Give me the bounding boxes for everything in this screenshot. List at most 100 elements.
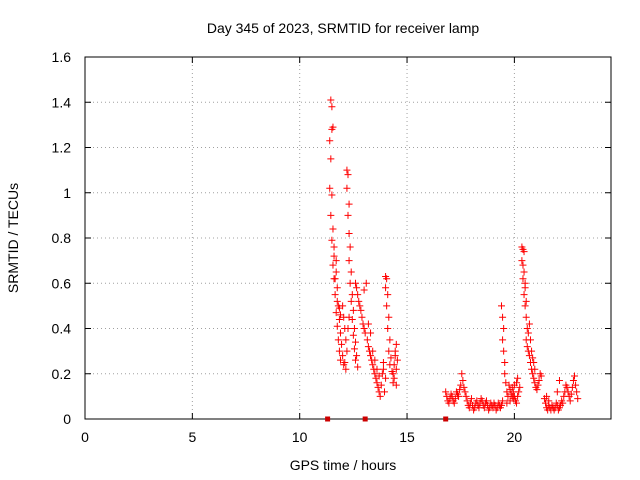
data-point bbox=[326, 137, 334, 145]
data-point bbox=[524, 329, 532, 337]
data-point bbox=[499, 336, 507, 344]
data-point bbox=[500, 325, 508, 332]
data-point bbox=[345, 257, 353, 265]
data-point bbox=[519, 275, 527, 283]
data-point bbox=[341, 358, 349, 366]
data-point bbox=[352, 338, 360, 346]
data-point bbox=[390, 374, 398, 382]
x-tick-label: 0 bbox=[81, 429, 89, 445]
data-point bbox=[356, 302, 364, 310]
data-point bbox=[333, 322, 341, 330]
data-point bbox=[523, 325, 531, 332]
data-point bbox=[376, 392, 384, 400]
data-point bbox=[328, 191, 336, 199]
data-point bbox=[523, 343, 531, 351]
data-point bbox=[567, 390, 575, 398]
data-point bbox=[513, 399, 521, 407]
data-point bbox=[330, 252, 338, 260]
data-point bbox=[499, 397, 507, 405]
data-point bbox=[345, 229, 353, 237]
data-point bbox=[336, 356, 344, 364]
x-tick-label: 20 bbox=[507, 429, 523, 445]
x-tick-label: 15 bbox=[399, 429, 415, 445]
data-point bbox=[329, 261, 337, 269]
data-point bbox=[530, 374, 538, 382]
data-point bbox=[508, 383, 516, 391]
y-tick-label: 0.2 bbox=[52, 366, 72, 382]
data-point bbox=[360, 325, 368, 332]
data-point bbox=[525, 320, 533, 328]
data-point bbox=[387, 354, 395, 362]
data-point bbox=[360, 286, 368, 294]
y-tick-label: 0.6 bbox=[52, 275, 72, 291]
plot-frame bbox=[84, 56, 612, 420]
y-axis-label: SRMTID / TECUs bbox=[5, 183, 21, 293]
data-point bbox=[521, 284, 529, 292]
chart-title: Day 345 of 2023, SRMTID for receiver lam… bbox=[207, 20, 480, 36]
data-point bbox=[369, 347, 377, 355]
data-point bbox=[367, 352, 375, 360]
data-point bbox=[332, 309, 340, 317]
data-point bbox=[353, 352, 361, 360]
data-point bbox=[389, 370, 397, 378]
data-point bbox=[328, 236, 336, 244]
data-point bbox=[333, 284, 341, 292]
data-point bbox=[340, 313, 348, 321]
data-point bbox=[383, 302, 391, 310]
data-point bbox=[522, 297, 530, 305]
data-point bbox=[545, 397, 553, 405]
data-point bbox=[522, 313, 530, 321]
data-point bbox=[555, 377, 563, 385]
data-point bbox=[349, 306, 357, 314]
data-point bbox=[347, 297, 355, 305]
data-point bbox=[498, 302, 506, 310]
x-tick-label: 10 bbox=[292, 429, 308, 445]
data-point bbox=[391, 347, 399, 355]
data-point bbox=[460, 383, 468, 391]
data-point bbox=[342, 365, 350, 373]
data-point bbox=[392, 340, 400, 348]
data-point bbox=[503, 399, 511, 407]
data-point bbox=[528, 347, 536, 355]
data-point bbox=[498, 401, 506, 409]
data-point bbox=[377, 381, 385, 389]
data-point bbox=[328, 125, 336, 133]
data-point bbox=[385, 347, 393, 355]
data-point bbox=[520, 268, 528, 276]
data-point bbox=[384, 325, 392, 332]
data-point bbox=[382, 374, 390, 382]
data-point bbox=[537, 372, 545, 380]
data-point bbox=[329, 225, 337, 233]
data-point bbox=[462, 392, 470, 400]
data-point bbox=[392, 365, 400, 373]
data-point bbox=[386, 336, 394, 344]
data-point bbox=[355, 297, 363, 305]
data-point bbox=[350, 325, 358, 332]
data-point bbox=[520, 291, 528, 299]
data-point bbox=[385, 313, 393, 321]
data-point bbox=[371, 370, 379, 378]
data-point bbox=[379, 358, 387, 366]
axis-ticks bbox=[84, 56, 611, 420]
data-point bbox=[334, 336, 342, 344]
data-point bbox=[327, 96, 335, 104]
data-point bbox=[373, 365, 381, 373]
data-point bbox=[330, 243, 338, 251]
data-point bbox=[343, 184, 351, 192]
data-point bbox=[358, 313, 366, 321]
data-point bbox=[341, 325, 349, 332]
data-point bbox=[514, 374, 522, 382]
data-point bbox=[569, 377, 577, 385]
data-points bbox=[325, 96, 582, 422]
data-point bbox=[335, 347, 343, 355]
data-point bbox=[529, 370, 537, 378]
data-point bbox=[338, 340, 346, 348]
data-point bbox=[339, 302, 347, 310]
y-tick-label: 0.4 bbox=[52, 321, 72, 337]
data-point bbox=[326, 184, 334, 192]
data-point bbox=[331, 291, 339, 299]
data-point bbox=[344, 211, 352, 219]
data-point bbox=[559, 399, 567, 407]
data-point bbox=[350, 345, 358, 353]
